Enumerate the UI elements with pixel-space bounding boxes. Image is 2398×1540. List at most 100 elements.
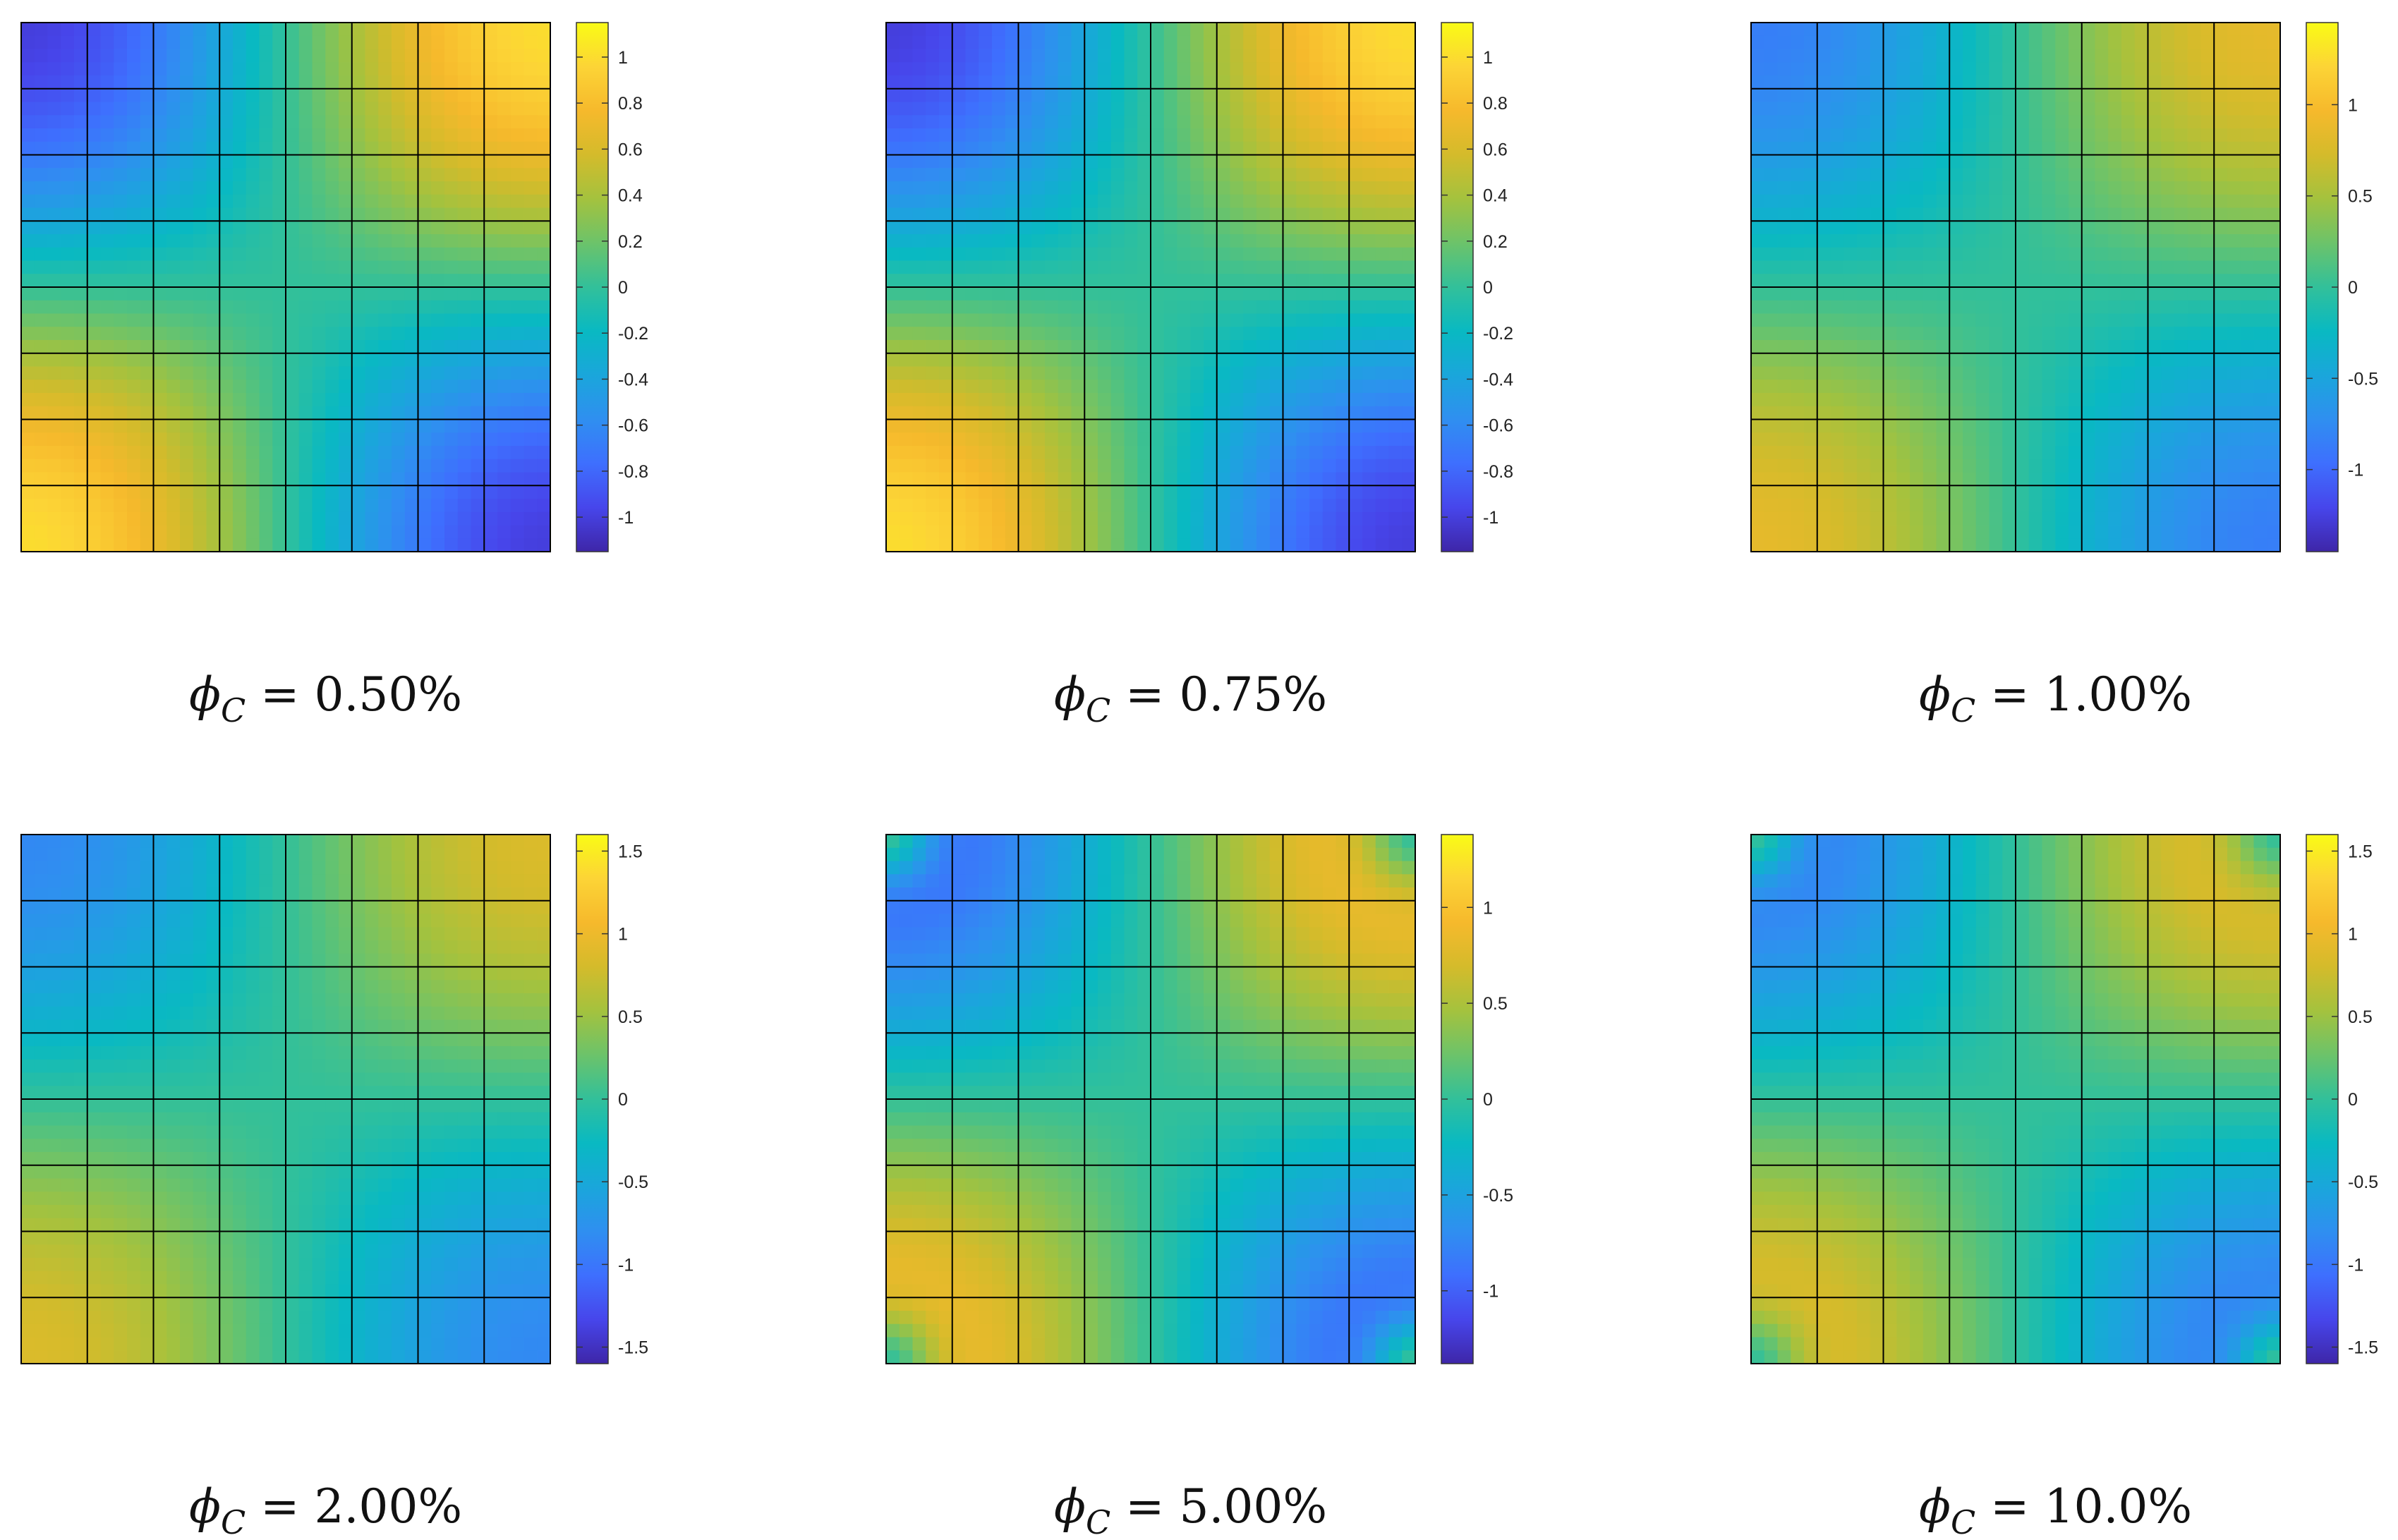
- heatmap-cell: [979, 154, 993, 169]
- heatmap-cell: [2214, 353, 2228, 368]
- heatmap-cell: [34, 353, 49, 368]
- heatmap-cell: [1963, 181, 1977, 195]
- heatmap-cell: [325, 393, 339, 407]
- heatmap-cell: [2253, 154, 2267, 169]
- heatmap-cell: [1989, 432, 2003, 447]
- heatmap-cell: [1190, 62, 1204, 76]
- heatmap-cell: [1777, 432, 1791, 447]
- heatmap-cell: [2187, 340, 2202, 354]
- heatmap-cell: [1243, 472, 1257, 486]
- caption-value: = 1.00%: [1975, 667, 2192, 722]
- heatmap-cell: [404, 366, 419, 380]
- heatmap-cell: [2161, 432, 2175, 447]
- heatmap-cell: [2121, 393, 2136, 407]
- heatmap-cell: [1296, 472, 1310, 486]
- heatmap-cell: [899, 300, 914, 315]
- heatmap-cell: [61, 432, 75, 447]
- heatmap-cell: [965, 35, 979, 50]
- heatmap-cell: [2200, 499, 2215, 513]
- heatmap-cell: [1151, 353, 1165, 368]
- heatmap-cell: [1936, 88, 1950, 103]
- heatmap-cell: [1830, 538, 1844, 552]
- heatmap-cell: [912, 23, 926, 37]
- heatmap-cell: [1870, 49, 1884, 63]
- heatmap-cell: [899, 313, 914, 327]
- heatmap-cell: [1362, 380, 1376, 394]
- heatmap-cell: [365, 406, 379, 420]
- heatmap-cell: [404, 472, 419, 486]
- heatmap-cell: [1005, 194, 1019, 209]
- heatmap-cell: [1804, 128, 1818, 143]
- heatmap-cell: [1163, 499, 1178, 513]
- heatmap-cell: [1388, 499, 1403, 513]
- heatmap-cell: [325, 62, 339, 76]
- heatmap-cell: [2042, 340, 2056, 354]
- heatmap-cell: [47, 247, 61, 262]
- heatmap-cell: [378, 247, 392, 262]
- heatmap-cell: [2161, 260, 2175, 274]
- heatmap-cell: [1204, 459, 1218, 473]
- heatmap-cell: [1269, 35, 1284, 50]
- heatmap-cell: [1151, 300, 1165, 315]
- heatmap-cell: [2069, 23, 2083, 37]
- heatmap-cell: [1870, 432, 1884, 447]
- heatmap-cell: [47, 419, 61, 433]
- heatmap-cell: [404, 525, 419, 539]
- heatmap-cell: [1256, 154, 1271, 169]
- heatmap-cell: [351, 168, 366, 182]
- heatmap-cell: [1910, 62, 1924, 76]
- heatmap-cell: [180, 511, 194, 526]
- heatmap-cell: [87, 141, 102, 156]
- heatmap-cell: [272, 380, 286, 394]
- heatmap-cell: [1098, 406, 1112, 420]
- heatmap-cell: [1791, 49, 1805, 63]
- heatmap-cell: [272, 406, 286, 420]
- heatmap-cell: [1764, 419, 1779, 433]
- heatmap-cell: [1018, 62, 1032, 76]
- heatmap-cell: [2095, 35, 2109, 50]
- heatmap-cell: [233, 419, 247, 433]
- heatmap-cell: [484, 115, 498, 129]
- heatmap-cell: [21, 75, 35, 90]
- heatmap-cell: [206, 75, 220, 90]
- heatmap-cell: [939, 128, 953, 143]
- heatmap-cell: [392, 181, 406, 195]
- heatmap-cell: [2095, 353, 2109, 368]
- heatmap-cell: [127, 62, 141, 76]
- heatmap-cell: [1936, 194, 1950, 209]
- heatmap-cell: [1751, 511, 1765, 526]
- heatmap-cell: [2200, 234, 2215, 248]
- heatmap-cell: [2028, 485, 2043, 499]
- heatmap-cell: [193, 366, 207, 380]
- heatmap-cell: [1071, 340, 1085, 354]
- heatmap-cell: [1975, 102, 1990, 116]
- heatmap-cell: [272, 221, 286, 235]
- heatmap-cell: [965, 485, 979, 499]
- heatmap-cell: [912, 419, 926, 433]
- heatmap-cell: [61, 287, 75, 301]
- heatmap-cell: [74, 538, 88, 552]
- heatmap-cell: [992, 260, 1006, 274]
- heatmap-cell: [1018, 194, 1032, 209]
- heatmap-cell: [2108, 419, 2122, 433]
- heatmap-cell: [233, 62, 247, 76]
- heatmap-cell: [1777, 62, 1791, 76]
- heatmap-cell: [1883, 525, 1897, 539]
- heatmap-cell: [1963, 406, 1977, 420]
- heatmap-cell: [965, 432, 979, 447]
- heatmap-cell: [1949, 380, 1963, 394]
- heatmap-cell: [378, 194, 392, 209]
- heatmap-cell: [1857, 313, 1871, 327]
- heatmap-cell: [2055, 260, 2069, 274]
- heatmap-cell: [1045, 260, 1059, 274]
- heatmap-cell: [74, 525, 88, 539]
- heatmap-cell: [1084, 525, 1098, 539]
- heatmap-cell: [1949, 393, 1963, 407]
- heatmap-cell: [1110, 380, 1125, 394]
- heatmap-cell: [34, 141, 49, 156]
- heatmap-cell: [1989, 353, 2003, 368]
- heatmap-cell: [444, 485, 459, 499]
- heatmap-cell: [1896, 260, 1910, 274]
- heatmap-cell: [61, 88, 75, 103]
- heatmap-cell: [87, 115, 102, 129]
